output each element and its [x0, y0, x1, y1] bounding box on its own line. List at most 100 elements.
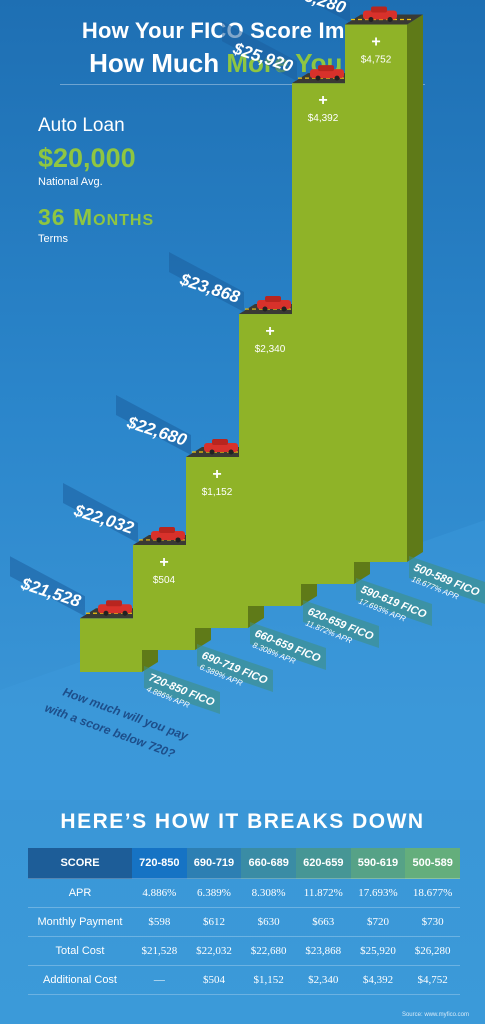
score-ribbon — [409, 556, 485, 604]
table-cell: $720 — [350, 907, 406, 937]
table-cell: 4.886% — [132, 878, 187, 908]
bar-front — [186, 456, 248, 628]
car-wheel — [281, 306, 287, 312]
score-ribbon — [250, 622, 326, 670]
car-wheel — [122, 610, 128, 616]
car-roof — [371, 6, 387, 13]
plus-sign: + — [371, 33, 380, 50]
table-cell: $23,868 — [295, 936, 351, 966]
additional-cost-label: $4,752 — [361, 54, 392, 65]
table-cell: $22,680 — [241, 936, 296, 966]
car-wheel — [103, 610, 109, 616]
loan-info: Auto Loan $20,000 National Avg. 36 Month… — [38, 115, 154, 245]
score-ribbon — [197, 644, 273, 692]
row-label: Additional Cost — [28, 965, 132, 995]
bar-front — [292, 83, 354, 585]
car-wheel — [175, 537, 181, 543]
value-ribbon — [169, 252, 244, 313]
car-roof — [265, 296, 281, 303]
table-cell: $22,032 — [186, 936, 242, 966]
source-note: Source: www.myfico.com — [401, 1012, 469, 1018]
table-cell: $4,752 — [405, 965, 460, 995]
car-wheel — [209, 449, 215, 455]
car-wheel — [387, 16, 393, 22]
car-wheel — [228, 449, 234, 455]
table-cell: $21,528 — [132, 936, 187, 966]
table-row: APR 4.886% 6.389% 8.308% 11.872% 17.693%… — [28, 878, 460, 908]
loan-term-note: Terms — [38, 233, 68, 245]
car-roof — [106, 600, 122, 607]
table-row: Total Cost $21,528 $22,032 $22,680 $23,8… — [28, 936, 460, 966]
table-row: Additional Cost — $504 $1,152 $2,340 $4,… — [28, 965, 460, 995]
row-label: APR — [28, 878, 132, 908]
car-wheel — [315, 75, 321, 81]
table-row: Monthly Payment $598 $612 $630 $663 $720… — [28, 907, 460, 937]
table-cell: $1,152 — [241, 965, 296, 995]
table-cell: $25,920 — [350, 936, 406, 966]
table-cell: $504 — [186, 965, 242, 995]
loan-term: 36 Months — [38, 204, 155, 230]
score-ribbon — [303, 600, 379, 648]
table-cell: 11.872% — [295, 878, 351, 908]
table-cell: 6.389% — [186, 878, 242, 908]
table-cell: $2,340 — [295, 965, 351, 995]
additional-cost-label: $4,392 — [308, 113, 339, 124]
car-roof — [212, 438, 228, 445]
plus-sign: + — [159, 554, 168, 571]
additional-cost-label: $1,152 — [202, 487, 233, 498]
bar-front — [345, 24, 407, 563]
table-cell: 17.693% — [350, 878, 406, 908]
score-header: 660-689 — [241, 848, 296, 879]
table-cell: $598 — [132, 907, 187, 937]
score-header: 590-619 — [350, 848, 406, 879]
title-line-2-white: How Much — [89, 48, 227, 78]
value-ribbon — [307, 0, 350, 23]
table-cell: $630 — [241, 907, 296, 937]
table-cell: $663 — [295, 907, 351, 937]
row-label: Total Cost — [28, 936, 132, 966]
additional-cost-label: $504 — [153, 575, 176, 586]
table-cell: 18.677% — [405, 878, 460, 908]
loan-type: Auto Loan — [38, 115, 125, 136]
loan-amount-note: National Avg. — [38, 176, 103, 188]
header-label: SCORE — [28, 848, 132, 879]
car-roof — [159, 526, 175, 533]
car-roof — [318, 65, 334, 72]
total-cost-label: $26,280 — [283, 0, 349, 17]
row-label: Monthly Payment — [28, 907, 132, 937]
score-header: 620-659 — [295, 848, 351, 879]
additional-cost-label: $2,340 — [255, 344, 286, 355]
title-divider — [60, 84, 425, 85]
value-ribbon — [63, 482, 138, 543]
loan-amount: $20,000 — [38, 143, 136, 173]
car-wheel — [156, 537, 162, 543]
score-header: 500-589 — [405, 848, 460, 879]
plus-sign: + — [318, 92, 327, 109]
value-ribbon — [10, 556, 85, 617]
table-cell: 8.308% — [241, 878, 296, 908]
bar-front — [80, 618, 142, 672]
car-wheel — [262, 306, 268, 312]
car-wheel — [334, 75, 340, 81]
table-header-row: SCORE 720-850 690-719 660-689 620-659 59… — [28, 848, 460, 879]
breakdown-table: SCORE 720-850 690-719 660-689 620-659 59… — [28, 848, 460, 995]
bar-front — [133, 544, 195, 650]
value-ribbon — [222, 21, 297, 82]
table-cell: $612 — [186, 907, 242, 937]
bar-side — [407, 14, 423, 563]
table-cell: $26,280 — [405, 936, 460, 966]
score-ribbon — [144, 666, 220, 714]
score-ribbon — [356, 578, 432, 626]
plus-sign: + — [212, 466, 221, 483]
table-cell: — — [132, 965, 187, 995]
plus-sign: + — [265, 323, 274, 340]
score-header: 720-850 — [132, 848, 187, 879]
breakdown-title: HERE’S HOW IT BREAKS DOWN — [60, 810, 425, 833]
value-ribbon — [116, 394, 191, 455]
score-header: 690-719 — [186, 848, 242, 879]
car-wheel — [368, 16, 374, 22]
table-cell: $4,392 — [350, 965, 406, 995]
bar-front — [239, 314, 301, 606]
